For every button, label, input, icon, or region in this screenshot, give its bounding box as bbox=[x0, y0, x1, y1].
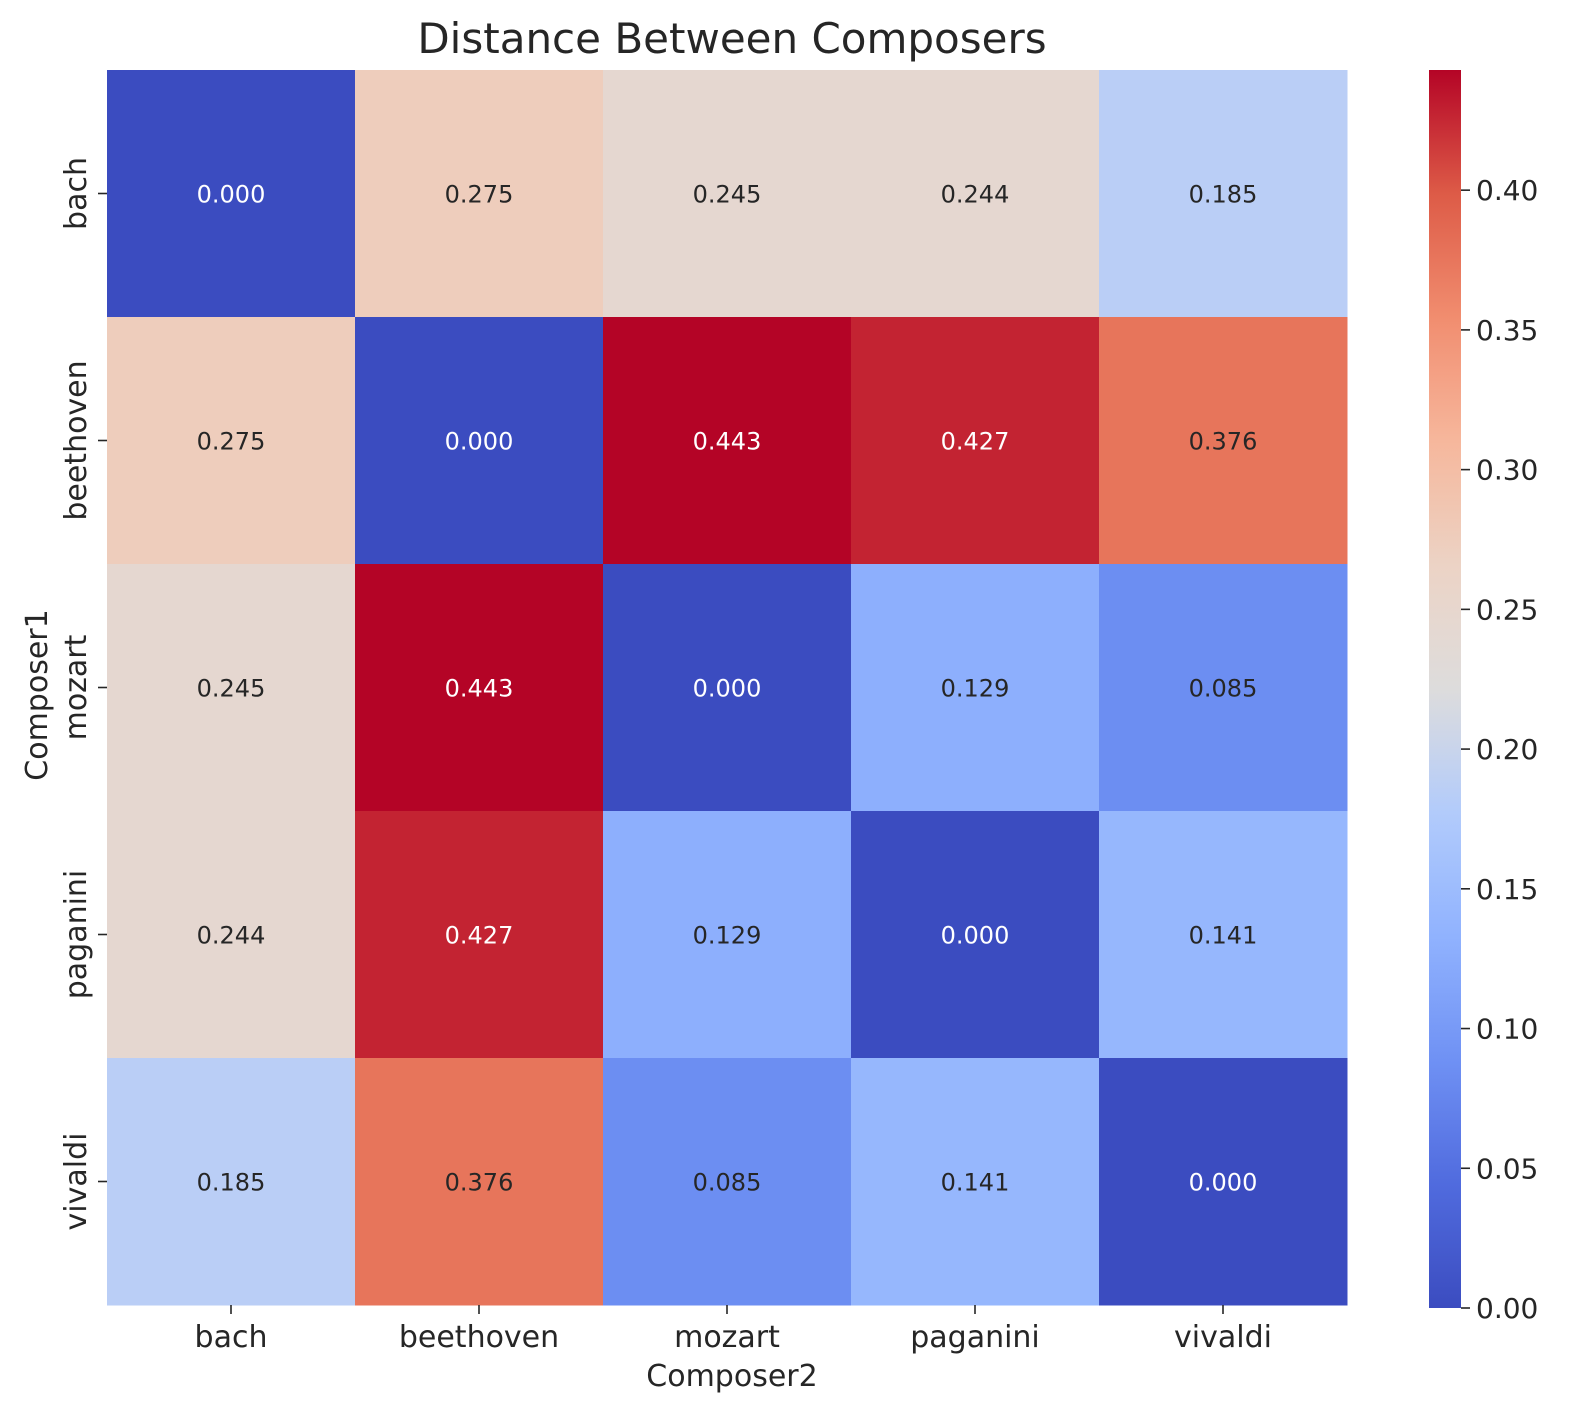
heatmap-cell bbox=[603, 317, 852, 565]
cell-value-label: 0.244 bbox=[941, 181, 1010, 209]
heatmap-cell bbox=[355, 811, 604, 1059]
colorbar-tick-label: 0.25 bbox=[1476, 593, 1538, 626]
cell-value-label: 0.185 bbox=[197, 1169, 266, 1197]
x-tick-label: bach bbox=[195, 1320, 268, 1355]
y-tick-label: bach bbox=[59, 157, 94, 230]
y-tick-label: beethoven bbox=[59, 360, 94, 520]
cell-value-label: 0.085 bbox=[693, 1169, 762, 1197]
heatmap-cell bbox=[355, 1058, 604, 1306]
heatmap-cell bbox=[1099, 70, 1348, 318]
y-tick-label: vivaldi bbox=[59, 1133, 94, 1231]
cell-value-label: 0.427 bbox=[941, 428, 1010, 456]
heatmap-cell bbox=[851, 811, 1100, 1059]
colorbar-tick-label: 0.15 bbox=[1476, 873, 1538, 906]
heatmap-cell bbox=[355, 317, 604, 565]
cell-value-label: 0.275 bbox=[197, 428, 266, 456]
cell-value-label: 0.245 bbox=[693, 181, 762, 209]
heatmap-cell bbox=[355, 564, 604, 812]
heatmap-cell bbox=[603, 564, 852, 812]
colorbar-tick-label: 0.05 bbox=[1476, 1152, 1538, 1185]
cell-value-label: 0.185 bbox=[1189, 181, 1258, 209]
heatmap-cell bbox=[851, 70, 1100, 318]
cell-value-label: 0.275 bbox=[445, 181, 514, 209]
heatmap-cell bbox=[603, 1058, 852, 1306]
x-tick-label: paganini bbox=[910, 1320, 1040, 1355]
colorbar-tick-label: 0.35 bbox=[1476, 314, 1538, 347]
colorbar-tick-label: 0.00 bbox=[1476, 1292, 1538, 1325]
cell-value-label: 0.129 bbox=[693, 922, 762, 950]
heatmap-cell bbox=[1099, 564, 1348, 812]
heatmap-cells: 0.000 0.275 0.245 0.244 0.185 0.275 0.000 0.443… bbox=[107, 70, 1348, 1306]
heatmap-cell bbox=[107, 1058, 356, 1306]
cell-value-label: 0.000 bbox=[197, 181, 266, 209]
colorbar-tick-label: 0.20 bbox=[1476, 733, 1538, 766]
heatmap-cell bbox=[107, 317, 356, 565]
cell-value-label: 0.000 bbox=[693, 675, 762, 703]
heatmap-cell bbox=[851, 564, 1100, 812]
heatmap-cell bbox=[107, 811, 356, 1059]
y-axis-label: Composer1 bbox=[20, 609, 55, 780]
x-axis-ticks: bach beethoven mozart paganini vivaldi bbox=[195, 1305, 1272, 1355]
colorbar-tick-label: 0.10 bbox=[1476, 1013, 1538, 1046]
cell-value-label: 0.000 bbox=[445, 428, 514, 456]
cell-value-label: 0.427 bbox=[445, 922, 514, 950]
cell-value-label: 0.129 bbox=[941, 675, 1010, 703]
heatmap-cell bbox=[603, 70, 852, 318]
y-tick-label: mozart bbox=[59, 634, 94, 740]
heatmap-cell bbox=[1099, 317, 1348, 565]
heatmap-cell bbox=[355, 70, 604, 318]
y-axis-ticks: bach beethoven mozart paganini vivaldi bbox=[59, 157, 107, 1230]
x-tick-label: vivaldi bbox=[1174, 1320, 1272, 1355]
heatmap-cell bbox=[603, 811, 852, 1059]
heatmap-cell bbox=[1099, 1058, 1348, 1306]
cell-value-label: 0.085 bbox=[1189, 675, 1258, 703]
cell-value-label: 0.376 bbox=[445, 1169, 514, 1197]
cell-value-label: 0.141 bbox=[941, 1169, 1010, 1197]
heatmap-cell bbox=[107, 70, 356, 318]
y-tick-label: paganini bbox=[59, 870, 94, 1000]
chart-title: Distance Between Composers bbox=[417, 14, 1046, 63]
colorbar-tick-label: 0.30 bbox=[1476, 454, 1538, 487]
cell-value-label: 0.245 bbox=[197, 675, 266, 703]
cell-value-label: 0.000 bbox=[1189, 1169, 1258, 1197]
cell-value-label: 0.443 bbox=[445, 675, 514, 703]
colorbar-tick-label: 0.40 bbox=[1476, 174, 1538, 207]
cell-value-label: 0.141 bbox=[1189, 922, 1258, 950]
cell-value-label: 0.376 bbox=[1189, 428, 1258, 456]
x-tick-label: mozart bbox=[674, 1320, 780, 1355]
cell-value-label: 0.244 bbox=[197, 922, 266, 950]
cell-value-label: 0.000 bbox=[941, 922, 1010, 950]
x-tick-label: beethoven bbox=[399, 1320, 559, 1355]
cell-value-label: 0.443 bbox=[693, 428, 762, 456]
heatmap-cell bbox=[107, 564, 356, 812]
colorbar-gradient bbox=[1429, 70, 1461, 1308]
heatmap-cell bbox=[1099, 811, 1348, 1059]
x-axis-label: Composer2 bbox=[646, 1359, 817, 1394]
colorbar: 0.00 0.05 0.10 0.15 0.20 0.25 0.30 0.35 0.40 bbox=[1429, 70, 1538, 1325]
heatmap-cell bbox=[851, 1058, 1100, 1306]
heatmap-cell bbox=[851, 317, 1100, 565]
